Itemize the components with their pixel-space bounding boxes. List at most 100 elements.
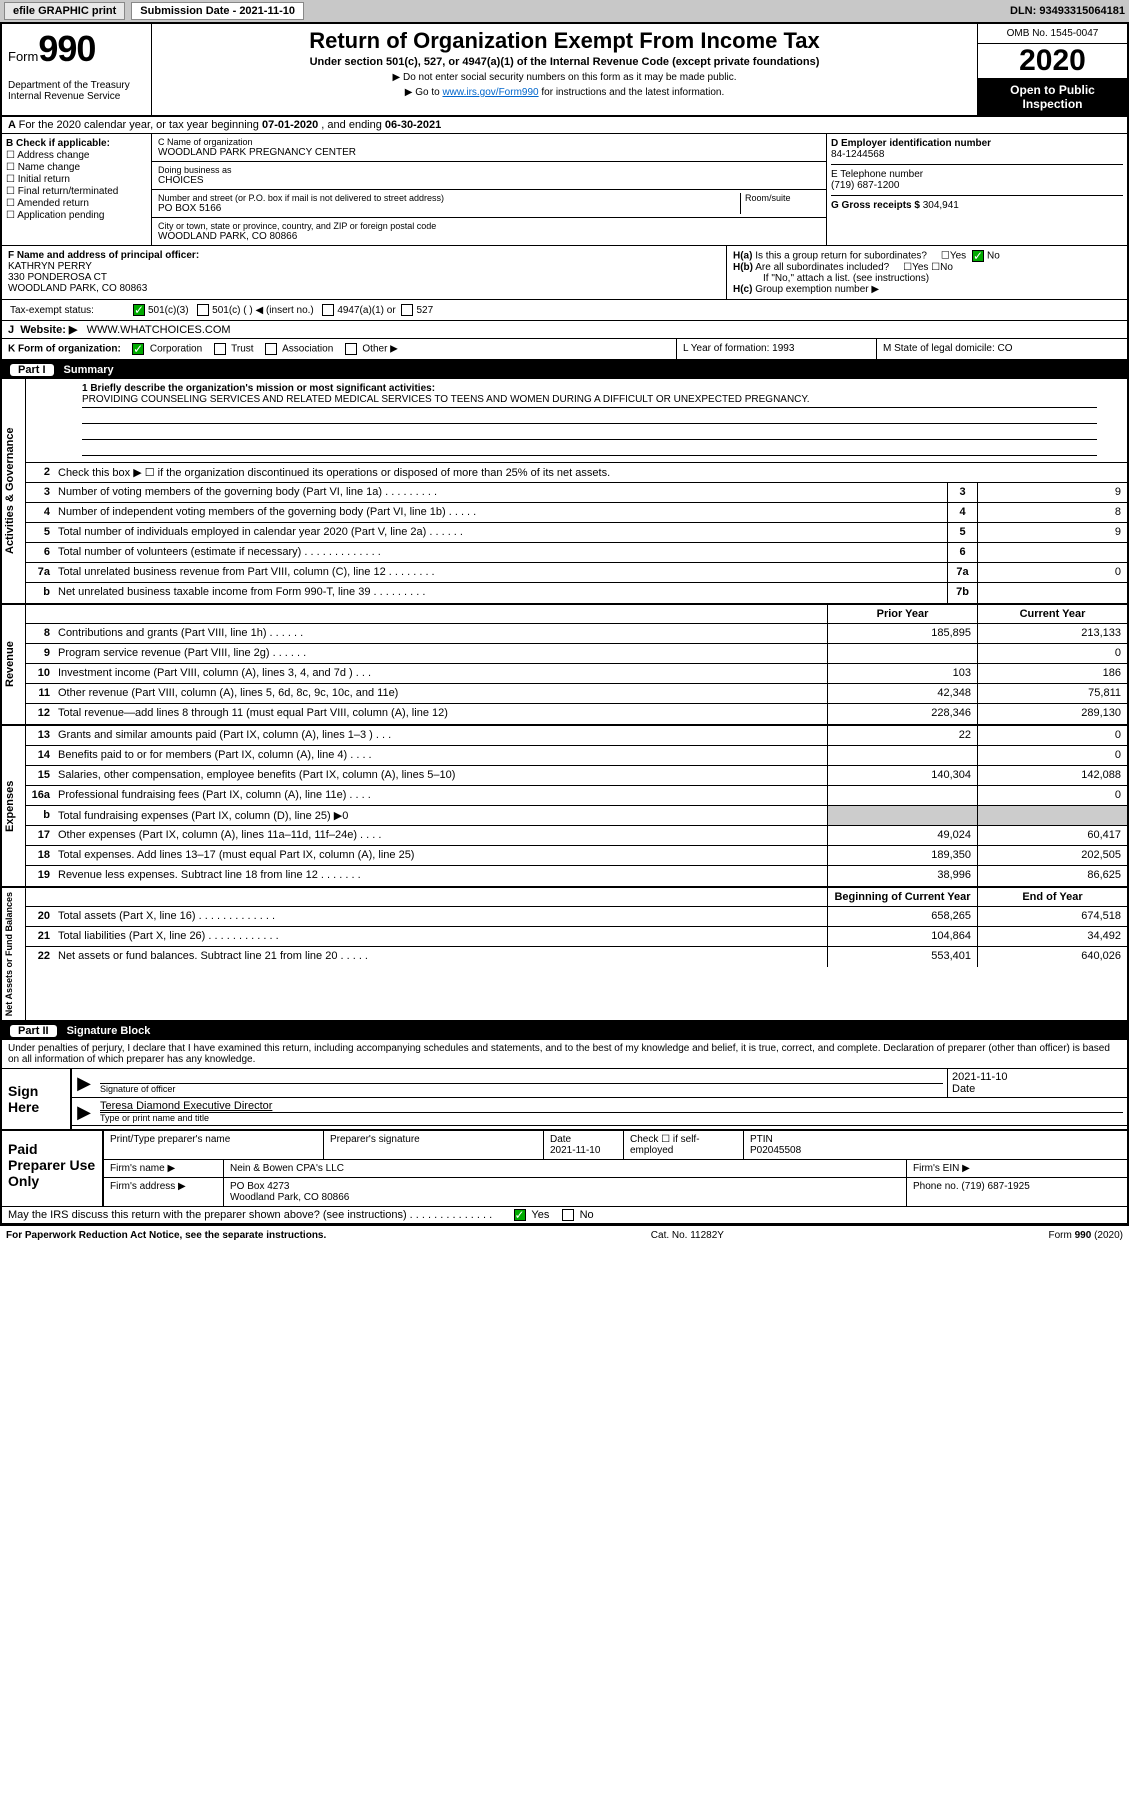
street-lbl: Number and street (or P.O. box if mail i… bbox=[158, 193, 740, 203]
summary-line: 5Total number of individuals employed in… bbox=[26, 523, 1127, 543]
room-lbl: Room/suite bbox=[745, 193, 820, 203]
summary-line: 19Revenue less expenses. Subtract line 1… bbox=[26, 866, 1127, 886]
summary-line: 20Total assets (Part X, line 16) . . . .… bbox=[26, 907, 1127, 927]
website[interactable]: WWW.WHATCHOICES.COM bbox=[87, 324, 231, 336]
form-990: Form990 Department of the Treasury Inter… bbox=[0, 22, 1129, 1226]
firm-name: Nein & Bowen CPA's LLC bbox=[224, 1160, 907, 1177]
ptin: P02045508 bbox=[750, 1145, 801, 1156]
tab-rev: Revenue bbox=[2, 605, 26, 724]
prep-phone: (719) 687-1925 bbox=[961, 1181, 1029, 1192]
summary-line: 22Net assets or fund balances. Subtract … bbox=[26, 947, 1127, 967]
row-j: J Website: ▶ WWW.WHATCHOICES.COM bbox=[2, 321, 1127, 339]
topbar: efile GRAPHIC print Submission Date - 20… bbox=[0, 0, 1129, 22]
row-a: A For the 2020 calendar year, or tax yea… bbox=[2, 117, 1127, 134]
form-title: Return of Organization Exempt From Incom… bbox=[156, 28, 973, 54]
state-domicile: M State of legal domicile: CO bbox=[877, 339, 1127, 359]
summary-line: 18Total expenses. Add lines 13–17 (must … bbox=[26, 846, 1127, 866]
discuss-yes[interactable] bbox=[514, 1209, 526, 1221]
chk-4947[interactable] bbox=[322, 304, 334, 316]
chk-name[interactable]: ☐ Name change bbox=[6, 162, 147, 173]
dba: CHOICES bbox=[158, 175, 820, 186]
chk-pending[interactable]: ☐ Application pending bbox=[6, 210, 147, 221]
header-center: Return of Organization Exempt From Incom… bbox=[152, 24, 977, 115]
summary-line: 13Grants and similar amounts paid (Part … bbox=[26, 726, 1127, 746]
summary-line: 8Contributions and grants (Part VIII, li… bbox=[26, 624, 1127, 644]
form-subtitle: Under section 501(c), 527, or 4947(a)(1)… bbox=[156, 56, 973, 68]
col-b: B Check if applicable: ☐ Address change … bbox=[2, 134, 152, 245]
summary-line: 14Benefits paid to or for members (Part … bbox=[26, 746, 1127, 766]
dba-lbl: Doing business as bbox=[158, 165, 820, 175]
org-name: WOODLAND PARK PREGNANCY CENTER bbox=[158, 147, 820, 158]
ha-no[interactable] bbox=[972, 250, 984, 262]
chk-amended[interactable]: ☐ Amended return bbox=[6, 198, 147, 209]
summary-line: 6Total number of volunteers (estimate if… bbox=[26, 543, 1127, 563]
col-c: C Name of organization WOODLAND PARK PRE… bbox=[152, 134, 827, 245]
tab-exp: Expenses bbox=[2, 726, 26, 886]
org-name-lbl: C Name of organization bbox=[158, 137, 820, 147]
city: WOODLAND PARK, CO 80866 bbox=[158, 231, 820, 242]
mission: 1 Briefly describe the organization's mi… bbox=[26, 379, 1127, 463]
header-right: OMB No. 1545-0047 2020 Open to Public In… bbox=[977, 24, 1127, 115]
sig-arrow-icon: ▶ bbox=[72, 1098, 96, 1125]
form-word: Form bbox=[8, 49, 38, 64]
summary-line: 16aProfessional fundraising fees (Part I… bbox=[26, 786, 1127, 806]
col-d: D Employer identification number84-12445… bbox=[827, 134, 1127, 245]
sec-revenue: Revenue Prior Year Current Year 8Contrib… bbox=[2, 605, 1127, 726]
note-link: Go to www.irs.gov/Form990 for instructio… bbox=[156, 87, 973, 98]
chk-527[interactable] bbox=[401, 304, 413, 316]
chk-final[interactable]: ☐ Final return/terminated bbox=[6, 186, 147, 197]
irs-link[interactable]: www.irs.gov/Form990 bbox=[442, 87, 538, 98]
paid-preparer: Paid Preparer Use Only Print/Type prepar… bbox=[2, 1131, 1127, 1207]
row-f-h: F Name and address of principal officer:… bbox=[2, 246, 1127, 300]
street: PO BOX 5166 bbox=[158, 203, 740, 214]
part2-hdr: Part II Signature Block bbox=[2, 1022, 1127, 1040]
tab-net: Net Assets or Fund Balances bbox=[2, 888, 26, 1020]
summary-line: 2Check this box ▶ ☐ if the organization … bbox=[26, 463, 1127, 483]
summary-line: 11Other revenue (Part VIII, column (A), … bbox=[26, 684, 1127, 704]
tel: (719) 687-1200 bbox=[831, 180, 899, 191]
year-formation: L Year of formation: 1993 bbox=[677, 339, 877, 359]
ein: 84-1244568 bbox=[831, 149, 884, 160]
row-h: H(a) Is this a group return for subordin… bbox=[727, 246, 1127, 299]
summary-line: 12Total revenue—add lines 8 through 11 (… bbox=[26, 704, 1127, 724]
part1-hdr: Part I Summary bbox=[2, 361, 1127, 379]
city-lbl: City or town, state or province, country… bbox=[158, 221, 820, 231]
chk-501c3[interactable] bbox=[133, 304, 145, 316]
summary-line: bTotal fundraising expenses (Part IX, co… bbox=[26, 806, 1127, 826]
sec-expenses: Expenses 13Grants and similar amounts pa… bbox=[2, 726, 1127, 888]
sign-here: Sign Here ▶ Signature of officer 2021-11… bbox=[2, 1069, 1127, 1131]
dln: DLN: 93493315064181 bbox=[1010, 5, 1125, 17]
summary-line: 10Investment income (Part VIII, column (… bbox=[26, 664, 1127, 684]
tab-gov: Activities & Governance bbox=[2, 379, 26, 603]
summary-line: 21Total liabilities (Part X, line 26) . … bbox=[26, 927, 1127, 947]
footer: For Paperwork Reduction Act Notice, see … bbox=[0, 1226, 1129, 1245]
chk-501c[interactable] bbox=[197, 304, 209, 316]
sig-intro: Under penalties of perjury, I declare th… bbox=[2, 1040, 1127, 1069]
chk-addr[interactable]: ☐ Address change bbox=[6, 150, 147, 161]
summary-line: 7aTotal unrelated business revenue from … bbox=[26, 563, 1127, 583]
rev-hdr: Prior Year Current Year bbox=[26, 605, 1127, 624]
form-header: Form990 Department of the Treasury Inter… bbox=[2, 24, 1127, 117]
form-num: 990 bbox=[38, 28, 95, 69]
tax-status-row: Tax-exempt status: 501(c)(3) 501(c) ( ) … bbox=[2, 300, 1127, 321]
submission-date: Submission Date - 2021-11-10 bbox=[131, 2, 304, 20]
summary-line: 3Number of voting members of the governi… bbox=[26, 483, 1127, 503]
chk-initial[interactable]: ☐ Initial return bbox=[6, 174, 147, 185]
open-public: Open to Public Inspection bbox=[978, 79, 1127, 115]
summary-line: bNet unrelated business taxable income f… bbox=[26, 583, 1127, 603]
efile-btn[interactable]: efile GRAPHIC print bbox=[4, 2, 125, 20]
summary-line: 9Program service revenue (Part VIII, lin… bbox=[26, 644, 1127, 664]
summary-line: 15Salaries, other compensation, employee… bbox=[26, 766, 1127, 786]
discuss-no[interactable] bbox=[562, 1209, 574, 1221]
discuss-row: May the IRS discuss this return with the… bbox=[2, 1207, 1127, 1224]
row-k: K Form of organization: Corporation Trus… bbox=[2, 339, 1127, 361]
note-ssn: Do not enter social security numbers on … bbox=[156, 72, 973, 83]
ein-lbl: D Employer identification number bbox=[831, 138, 991, 149]
row-f: F Name and address of principal officer:… bbox=[2, 246, 727, 299]
chk-corp[interactable] bbox=[132, 343, 144, 355]
sec-governance: Activities & Governance 1 Briefly descri… bbox=[2, 379, 1127, 605]
col-b-hdr: B Check if applicable: bbox=[6, 138, 110, 149]
info-row: B Check if applicable: ☐ Address change … bbox=[2, 134, 1127, 246]
sec-net: Net Assets or Fund Balances Beginning of… bbox=[2, 888, 1127, 1022]
gross: 304,941 bbox=[923, 200, 959, 211]
